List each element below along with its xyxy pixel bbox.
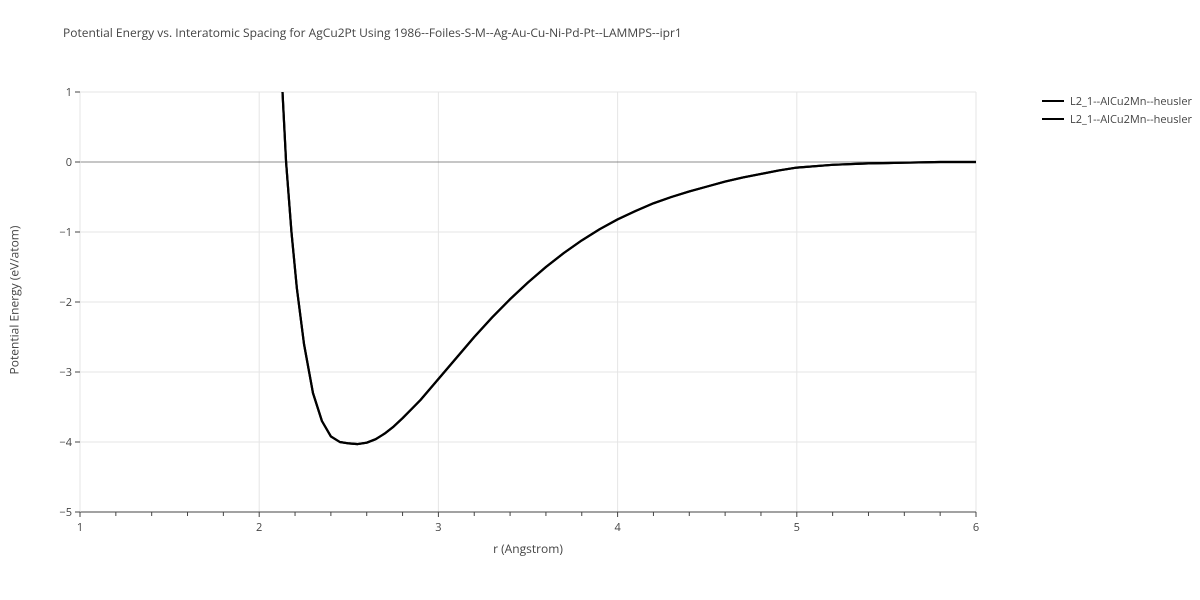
y-tick-label: 1 — [42, 85, 72, 100]
legend-item[interactable]: L2_1--AlCu2Mn--heusler — [1042, 110, 1192, 128]
x-tick-label: 3 — [435, 520, 441, 535]
legend-label: L2_1--AlCu2Mn--heusler — [1070, 112, 1192, 127]
y-tick-label: −1 — [42, 225, 72, 240]
x-tick-label: 1 — [77, 520, 83, 535]
legend-item[interactable]: L2_1--AlCu2Mn--heusler — [1042, 92, 1192, 110]
y-tick-label: −3 — [42, 365, 72, 380]
chart-container: Potential Energy vs. Interatomic Spacing… — [0, 0, 1200, 600]
legend[interactable]: L2_1--AlCu2Mn--heusler L2_1--AlCu2Mn--heu… — [1042, 92, 1192, 128]
ticks — [75, 92, 976, 517]
series-group — [283, 92, 977, 444]
y-tick-label: −2 — [42, 295, 72, 310]
y-tick-label: 0 — [42, 155, 72, 170]
x-tick-label: 5 — [794, 520, 800, 535]
series-line — [283, 92, 977, 444]
gridlines — [80, 92, 976, 512]
y-tick-label: −4 — [42, 435, 72, 450]
legend-swatch — [1042, 118, 1064, 120]
plot-svg — [0, 0, 1200, 600]
y-tick-label: −5 — [42, 505, 72, 520]
legend-label: L2_1--AlCu2Mn--heusler — [1070, 94, 1192, 109]
legend-swatch — [1042, 100, 1064, 102]
series-line — [283, 92, 977, 444]
x-tick-label: 2 — [256, 520, 262, 535]
x-tick-label: 4 — [614, 520, 620, 535]
x-tick-label: 6 — [973, 520, 979, 535]
